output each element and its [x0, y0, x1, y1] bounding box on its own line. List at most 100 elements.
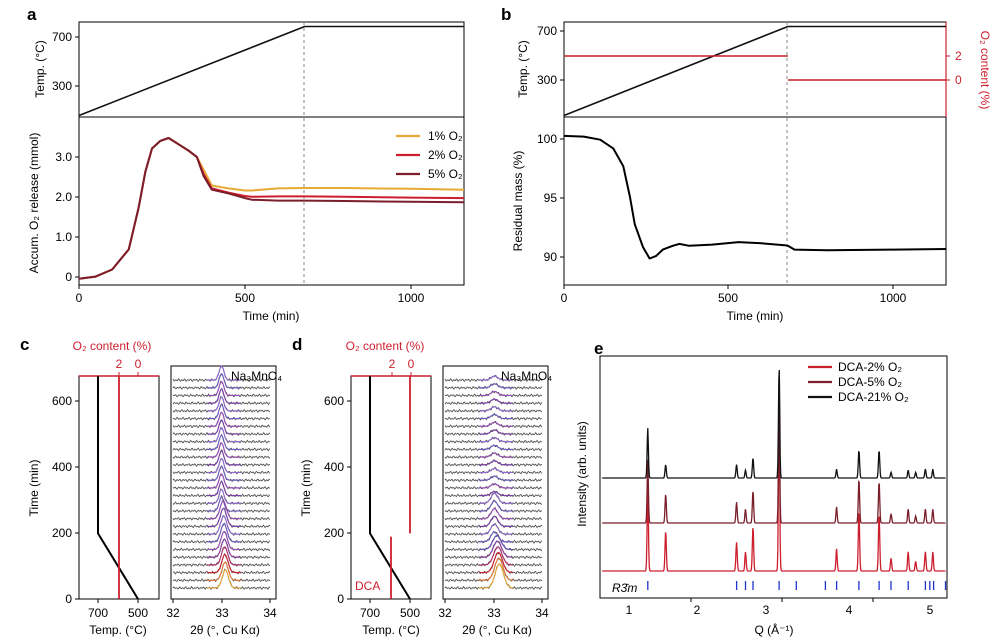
c-xrd-frame	[170, 365, 277, 600]
c-ytick-label-0: 0	[65, 592, 72, 606]
d-xrd-peak-18	[479, 444, 513, 450]
d-xrd-peak-22	[479, 414, 513, 420]
d-xrd-pattern-15	[444, 466, 543, 475]
c-xrd-label: Na₃MnO₄	[231, 369, 282, 383]
e-pattern-3	[602, 369, 946, 479]
c-xrd-pattern-15	[172, 458, 271, 475]
d-xrd-peak-9	[479, 508, 513, 520]
c-xrd-peak-6	[207, 523, 241, 543]
d-xrd-peak-26	[479, 383, 513, 389]
c-xrd-pattern-6	[172, 522, 270, 544]
panel-a: 700 300 Temp. (°C) 0 1.0 2.0 3.0 Accum. …	[27, 21, 465, 323]
a-top-frame	[78, 21, 465, 118]
d-xrd-peak-13	[479, 483, 513, 489]
c-o2-title: O₂ content (%)	[73, 339, 152, 353]
e-frame	[599, 355, 948, 599]
b-xlabel: Time (min)	[727, 309, 784, 323]
e-space-group-label: R3̄m	[612, 581, 637, 595]
c-xrd-peak-25	[207, 380, 241, 397]
d-xrd-pattern-24	[444, 398, 543, 406]
d-xrd-xtick-label-33: 33	[487, 606, 501, 620]
a-temp-ylabel: Temp. (°C)	[33, 40, 47, 97]
e-xtick-label-2: 2	[694, 603, 701, 617]
b-xtick-label-0: 0	[561, 291, 568, 305]
a-ytick-label-0: 0	[65, 270, 72, 284]
c-xrd-peak-21	[207, 411, 241, 427]
c-xrd-pattern-27	[172, 366, 271, 383]
e-xlabel: Q (Å⁻¹)	[755, 622, 794, 637]
e-ylabel: Intensity (arb. units)	[575, 421, 589, 526]
d-xrd-peak-0	[479, 563, 513, 589]
panel-b: 700 300 Temp. (°C) 2 0 O₂ content (%) 10…	[511, 21, 992, 323]
c-xrd-peak-13	[207, 473, 241, 489]
a-legend-label-2: 2% O₂	[428, 148, 463, 162]
d-xrd-peak-17	[479, 452, 513, 458]
e-xtick-label-1: 1	[626, 603, 633, 617]
b-temp-line	[563, 25, 946, 117]
a-legend-label-3: 5% O₂	[428, 167, 463, 181]
c-ytick-label-600: 600	[52, 394, 72, 408]
d-xrd-peak-11	[479, 492, 513, 504]
c-temp-xtick-label-500: 500	[128, 606, 148, 620]
d-xrd-xtick-label-32: 32	[438, 606, 452, 620]
c-xrd-pattern-18	[172, 433, 271, 452]
e-legend-label-2: DCA-5% O₂	[838, 375, 902, 389]
c-xrd-pattern-24	[172, 387, 271, 406]
d-xrd-peak-14	[479, 475, 513, 481]
d-xrd-peak-10	[479, 500, 513, 512]
c-xrd-xtick-label-32: 32	[166, 606, 180, 620]
c-o2-tick-label-0: 0	[135, 357, 142, 371]
b-ytick-label-100: 100	[537, 132, 557, 146]
d-xrd-peak-2	[479, 552, 513, 574]
d-temp-xtick-label-500: 500	[400, 606, 420, 620]
d-xrd-pattern-0	[444, 563, 543, 591]
a-bottom-plot	[78, 137, 465, 280]
d-xrd-pattern-16	[444, 459, 543, 467]
a-ytick-label-2: 2.0	[55, 190, 72, 204]
d-temp-xtick-label-700: 700	[360, 606, 380, 620]
d-xrd-peak-15	[479, 467, 513, 474]
b-xtick-label-500: 500	[718, 291, 738, 305]
c-xrd-peak-20	[207, 419, 241, 435]
c-xrd-peak-22	[207, 404, 241, 420]
a-temp-line	[78, 25, 464, 117]
d-xrd-xlabel: 2θ (°, Cu Kα)	[462, 623, 532, 637]
d-o2-tick-label-0: 0	[408, 357, 415, 371]
d-dca-label: DCA	[355, 579, 380, 593]
c-xrd-peak-24	[207, 388, 241, 404]
c-xrd-peak-23	[207, 396, 241, 412]
c-xrd-pattern-19	[172, 426, 271, 444]
c-left-temp-line	[97, 376, 139, 600]
c-xrd-peak-0	[207, 569, 241, 589]
c-xrd-plot	[172, 365, 271, 591]
d-left-plot	[369, 376, 411, 600]
a-xtick-label-500: 500	[235, 291, 255, 305]
c-xrd-peak-26	[207, 373, 241, 389]
d-xrd-peak-5	[479, 534, 513, 551]
d-xrd-peak-8	[479, 515, 513, 527]
d-xrd-peak-4	[479, 540, 513, 558]
d-xrd-peak-16	[479, 460, 513, 466]
d-xrd-frame	[442, 365, 549, 600]
c-xrd-peak-2	[207, 554, 241, 574]
d-xrd-peak-23	[479, 406, 513, 412]
a-xtick-label-1000: 1000	[398, 291, 425, 305]
d-xrd-pattern-21	[444, 420, 543, 429]
b-ytick-label-95: 95	[544, 191, 558, 205]
b-top-plot	[563, 25, 946, 117]
d-xrd-plot	[444, 374, 543, 591]
a-ytick-label-3: 3.0	[55, 150, 72, 164]
a-xtick-label-0: 0	[76, 291, 83, 305]
c-xrd-peak-4	[207, 538, 241, 558]
c-xrd-peak-14	[207, 465, 241, 481]
panel-label-b: b	[501, 5, 511, 24]
c-xrd-pattern-13	[172, 473, 271, 490]
c-temp-xtick-label-700: 700	[88, 606, 108, 620]
c-xrd-peak-16	[207, 450, 241, 466]
c-xrd-peak-3	[207, 546, 241, 566]
b-bottom-frame	[563, 116, 947, 286]
d-ylabel: Time (min)	[299, 460, 313, 517]
d-xrd-peak-12	[479, 491, 513, 497]
d-xrd-peak-25	[479, 390, 513, 397]
